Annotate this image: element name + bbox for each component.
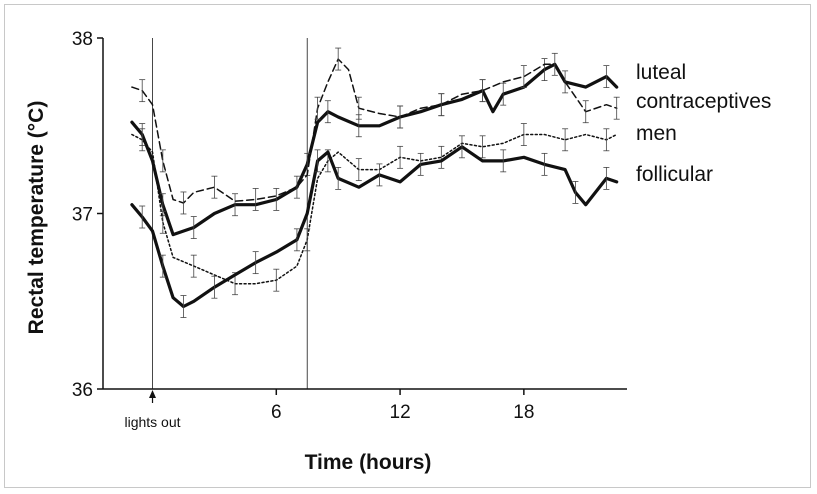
x-tick-label: 18 (513, 402, 534, 423)
lights-out-arrow-head (149, 390, 157, 398)
x-axis-title: Time (hours) (305, 451, 432, 474)
series-label-men: men (636, 122, 677, 145)
x-tick-label: 12 (390, 402, 411, 423)
chart-frame (4, 4, 811, 488)
series-line-contraceptives (131, 58, 618, 204)
y-tick-label: 38 (72, 29, 93, 50)
series-line-men (131, 133, 618, 285)
y-tick-label: 36 (72, 380, 93, 401)
y-axis-title: Rectal temperature (°C) (25, 101, 48, 335)
y-tick-label: 37 (72, 205, 93, 226)
plot-lines (130, 38, 620, 389)
x-tick-label: 6 (271, 402, 282, 423)
series-label-contraceptives: contraceptives (636, 90, 771, 113)
labels: Time (hours) Rectal temperature (°C) lutea… (25, 61, 771, 474)
lights-out-label: lights out (124, 414, 180, 430)
series-label-follicular: follicular (636, 163, 713, 186)
series-line-follicular (130, 145, 619, 309)
series-line-luteal (130, 62, 619, 237)
series-label-luteal: luteal (636, 61, 686, 84)
axes: 36 37 38 6 12 18 lights out (72, 29, 627, 430)
